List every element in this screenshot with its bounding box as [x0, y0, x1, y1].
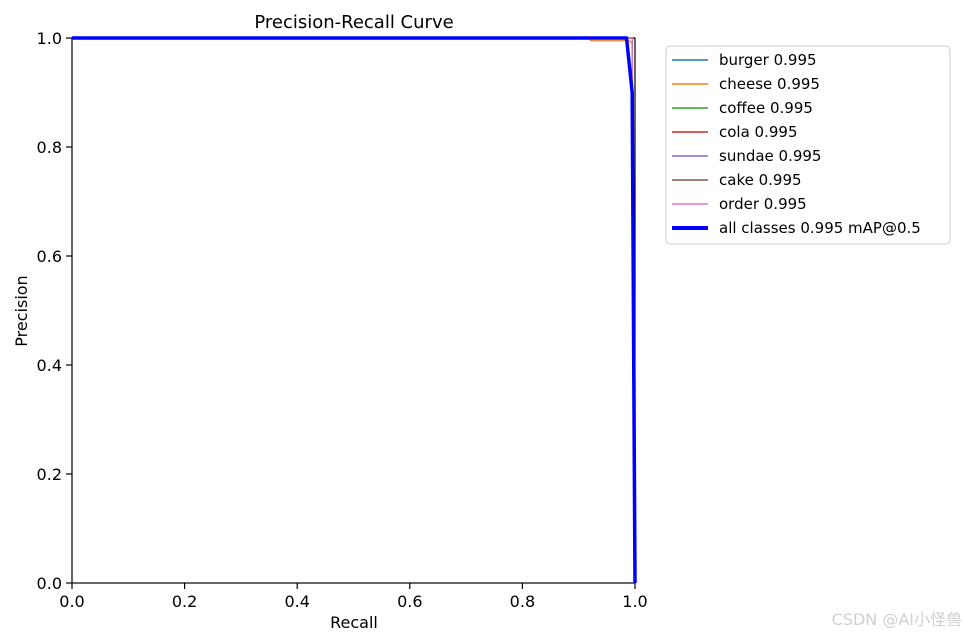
legend: burger 0.995 cheese 0.995 coffee 0.995 cola…	[665, 45, 951, 245]
y-tick-label-3: 0.6	[37, 247, 62, 266]
axes-layer: 0.0 0.2 0.4 0.6 0.8 1.0 0.0 0.2 0.4 0.6 0.8 1.0	[37, 29, 648, 611]
y-tick-label-1: 0.2	[37, 465, 62, 484]
x-tick-label-1: 0.2	[172, 592, 197, 611]
legend-label-3: cola 0.995	[719, 123, 798, 141]
legend-label-5: cake 0.995	[719, 171, 802, 189]
legend-label-0: burger 0.995	[719, 51, 817, 69]
y-tick-label-5: 1.0	[37, 29, 62, 48]
legend-box	[665, 45, 951, 245]
series-line-7	[72, 36, 637, 584]
legend-label-2: coffee 0.995	[719, 99, 813, 117]
series-layer	[72, 36, 637, 584]
watermark-text: CSDN @AI小怪兽	[831, 610, 962, 629]
x-tick-label-3: 0.6	[397, 592, 422, 611]
x-tick-label-4: 0.8	[510, 592, 535, 611]
x-axis-label: Recall	[330, 613, 378, 632]
y-axis-label: Precision	[12, 275, 31, 346]
y-tick-label-2: 0.4	[37, 356, 62, 375]
x-tick-label-0: 0.0	[59, 592, 84, 611]
legend-label-7: all classes 0.995 mAP@0.5	[719, 219, 921, 237]
plot-frame	[71, 37, 636, 584]
chart-title: Precision-Recall Curve	[254, 12, 453, 33]
y-tick-label-4: 0.8	[37, 138, 62, 157]
plot-area	[71, 37, 636, 584]
y-tick-label-0: 0.0	[37, 574, 62, 593]
x-tick-label-2: 0.4	[284, 592, 309, 611]
x-tick-label-5: 1.0	[622, 592, 647, 611]
legend-label-6: order 0.995	[719, 195, 807, 213]
legend-label-1: cheese 0.995	[719, 75, 820, 93]
legend-label-4: sundae 0.995	[719, 147, 821, 165]
